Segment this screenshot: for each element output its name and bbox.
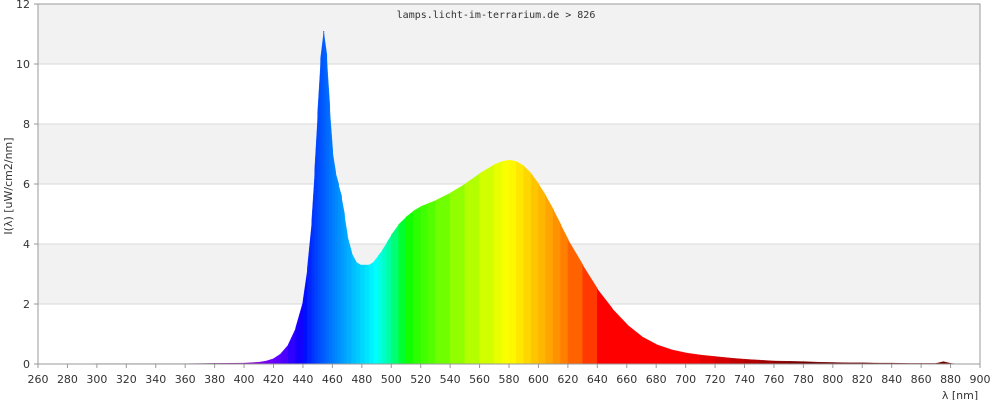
x-tick-label: 680: [646, 373, 667, 386]
grid-bands: [38, 4, 980, 364]
spectrum-segment: [391, 223, 400, 365]
x-tick-label: 440: [292, 373, 313, 386]
x-tick-label: 600: [528, 373, 549, 386]
x-tick-label: 740: [734, 373, 755, 386]
x-tick-label: 460: [322, 373, 343, 386]
x-tick-label: 860: [911, 373, 932, 386]
spectrum-segment: [538, 183, 547, 365]
x-tick-label: 300: [86, 373, 107, 386]
spectrum-segment: [413, 206, 422, 365]
spectrum-segment: [364, 264, 370, 365]
spectrum-segment: [464, 173, 481, 365]
spectrum-segment: [700, 354, 716, 365]
spectrum-segment: [435, 192, 451, 365]
x-tick-label: 280: [57, 373, 78, 386]
y-tick-label: 4: [23, 238, 30, 251]
spectrum-segment: [479, 164, 495, 365]
spectrum-segment: [368, 261, 375, 365]
y-tick-label: 6: [23, 178, 30, 191]
x-tick-label: 620: [557, 373, 578, 386]
x-tick-label: 420: [263, 373, 284, 386]
x-tick-label: 700: [675, 373, 696, 386]
x-tick-label: 720: [705, 373, 726, 386]
x-tick-label: 500: [381, 373, 402, 386]
grid-band: [38, 64, 980, 124]
spectrum-segment: [360, 264, 366, 365]
x-tick-label: 900: [970, 373, 991, 386]
x-tick-label: 580: [499, 373, 520, 386]
spectrum-segment: [744, 358, 760, 365]
x-axis-ticks: 260 280 300 320 340 360 380 400 420 440 460 480 500 5…: [28, 364, 991, 386]
spectrum-segment: [377, 249, 384, 365]
spectrum-segment: [420, 203, 429, 365]
x-tick-label: 660: [616, 373, 637, 386]
x-tick-label: 520: [410, 373, 431, 386]
spectrum-segment: [386, 234, 392, 365]
spectrum-segment: [516, 161, 525, 365]
x-tick-label: 820: [852, 373, 873, 386]
x-tick-label: 480: [351, 373, 372, 386]
spectrum-segment: [494, 161, 503, 365]
spectrum-segment: [373, 255, 379, 365]
spectrum-segment: [729, 357, 746, 365]
x-tick-label: 540: [440, 373, 461, 386]
y-tick-label: 12: [16, 0, 30, 11]
spectrum-segment: [449, 183, 466, 365]
y-tick-label: 10: [16, 58, 30, 71]
spectrum-segment: [759, 359, 775, 365]
x-tick-label: 840: [881, 373, 902, 386]
spectrum-segment: [560, 224, 569, 365]
spectrum-segment: [346, 234, 353, 365]
x-tick-label: 360: [175, 373, 196, 386]
x-tick-label: 800: [822, 373, 843, 386]
spectrum-segment: [685, 352, 701, 365]
y-axis-label: I(λ) [uW/cm2/nm]: [2, 137, 15, 234]
x-tick-label: 340: [145, 373, 166, 386]
grid-band: [38, 4, 980, 64]
spectrum-segment: [382, 241, 388, 365]
spectrum-segment: [427, 200, 437, 365]
x-tick-label: 380: [204, 373, 225, 386]
x-tick-label: 560: [469, 373, 490, 386]
x-tick-label: 780: [793, 373, 814, 386]
spectrum-segment: [398, 216, 407, 365]
y-tick-label: 8: [23, 118, 30, 131]
spectrum-segment: [351, 252, 357, 365]
spectrum-segment: [523, 165, 532, 365]
y-tick-label: 0: [23, 358, 30, 371]
spectrum-area: [60, 30, 959, 365]
x-tick-label: 260: [28, 373, 49, 386]
x-tick-label: 320: [116, 373, 137, 386]
spectrum-segment: [501, 159, 510, 365]
spectrum-segment: [545, 195, 554, 365]
x-tick-label: 400: [234, 373, 255, 386]
spectrum-segment: [552, 209, 562, 365]
spectrum-segment: [530, 172, 540, 365]
y-axis-ticks: 0 2 4 6 8 10 12: [16, 0, 38, 371]
spectrum-segment: [405, 210, 414, 365]
x-tick-label: 760: [763, 373, 784, 386]
x-axis-label: λ [nm]: [942, 389, 978, 400]
spectrum-segment: [508, 159, 517, 365]
y-tick-label: 2: [23, 298, 30, 311]
spectrum-segment: [355, 261, 361, 365]
chart-title: lamps.licht-im-terrarium.de > 826: [397, 10, 596, 21]
x-tick-label: 880: [940, 373, 961, 386]
spectrum-segment: [714, 356, 731, 365]
x-tick-label: 640: [587, 373, 608, 386]
